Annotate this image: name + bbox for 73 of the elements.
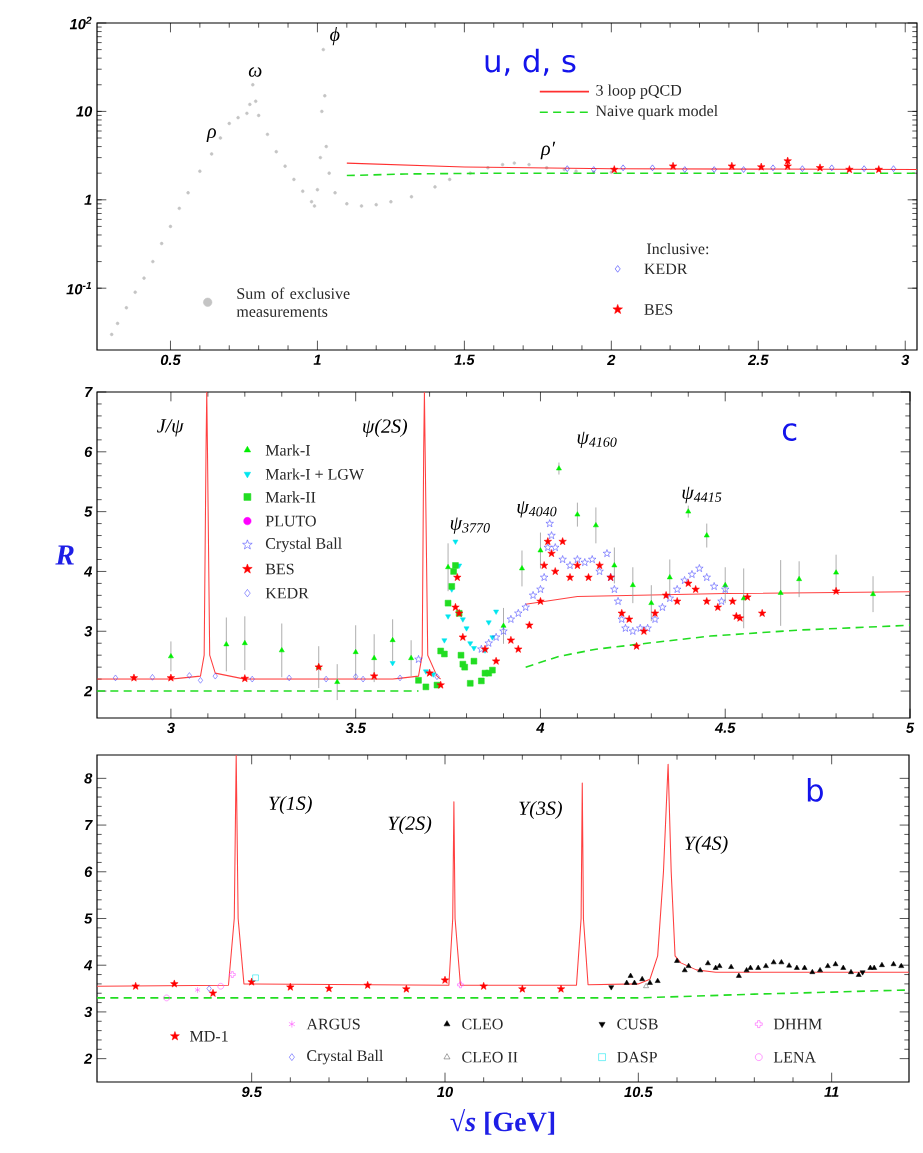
y-tick-label: 3 [84,1006,93,1018]
annotation: ρ′ [540,141,556,160]
annotation: Υ(3S) [519,800,562,820]
annotation: ψ$_{3770}$ [450,517,490,534]
legend-label: BES [644,304,673,315]
annotation: u, d, s [485,48,576,76]
x-tick-label: 11 [824,1086,839,1097]
legend-label: Mark-II [265,491,316,503]
y-tick-label: 4 [83,566,93,577]
y-axis-title: R [55,545,74,565]
legend-label: BES [265,563,294,575]
legend-label: Naive quark model [595,105,718,120]
y-tick-label: 7 [85,820,93,831]
legend-label: DHHM [773,1018,822,1030]
annotation: Υ(1S) [269,795,312,815]
legend-label: 3 loop pQCD [596,84,682,99]
y-tick-label: 6 [84,446,93,457]
annotation: Υ(4S) [684,835,728,854]
legend-label: MD-1 [190,1030,228,1042]
y-tick-label: 2 [83,1053,93,1064]
x-tick-label: 5 [906,722,915,733]
x-tick-label: 3.5 [345,722,367,734]
legend-label: ARGUS [306,1018,360,1030]
x-tick-label: 4.5 [714,722,736,733]
y-tick-label: 3 [84,626,93,637]
x-tick-label: 2.5 [747,354,769,366]
legend-label: Crystal Ball [307,1049,384,1065]
x-tick-label: 3 [166,722,175,734]
annotation: b [807,778,823,802]
annotation: ψ$_{4415}$ [682,486,722,504]
annotation: ϕ [330,27,340,46]
legend-label: CLEO [462,1018,503,1030]
y-tick-label: 1 [84,194,92,205]
legend-label: LENA [773,1051,816,1063]
legend-label: DASP [617,1051,657,1063]
y-tick-label: 7 [85,386,93,398]
legend-label: Sum of exclusive measurements [236,287,350,317]
annotation: Υ(2S) [388,815,432,835]
x-tick-label: 3 [901,354,910,366]
annotation: J/ψ [157,419,184,437]
y-tick-label: 4 [83,960,93,971]
legend-label: Mark-I [265,444,311,456]
annotation: c [782,423,797,441]
x-tick-label: 10 [437,1086,454,1098]
x-tick-label: 1.5 [454,354,475,365]
legend-label: CLEO II [462,1051,518,1063]
annotation: ψ$_{4040}$ [517,501,557,518]
annotation: ρ [206,128,216,142]
x-axis-title: √s [GeV] [450,1108,555,1135]
y-tick-label: 10 [76,106,93,117]
x-tick-label: 1 [313,354,321,365]
legend-title: Inclusive: [646,242,709,255]
legend-label: PLUTO [265,515,316,527]
x-tick-label: 4 [536,722,545,733]
x-tick-label: 9.5 [241,1086,263,1098]
annotation: ψ$_{4160}$ [577,431,617,449]
x-tick-label: 0.5 [160,354,181,366]
annotation: ψ(2S) [363,418,408,437]
annotation: ω [248,67,262,77]
x-tick-label: 10.5 [624,1086,653,1098]
legend-label: Mark-I + LGW [265,468,365,480]
y-tick-label: 6 [84,866,93,877]
y-tick-label: 2 [83,685,93,697]
y-tick-label: 5 [84,913,93,924]
legend-label: KEDR [265,587,309,599]
y-tick-label: 10$^{-1}$ [66,281,92,295]
legend-label: CUSB [617,1018,658,1030]
y-tick-label: 10$^{2}$ [69,16,92,30]
legend-label: Crystal Ball [265,537,342,553]
y-tick-label: 5 [84,506,93,517]
y-tick-label: 8 [84,773,93,784]
x-tick-label: 2 [607,354,616,365]
legend-label: KEDR [644,263,688,275]
